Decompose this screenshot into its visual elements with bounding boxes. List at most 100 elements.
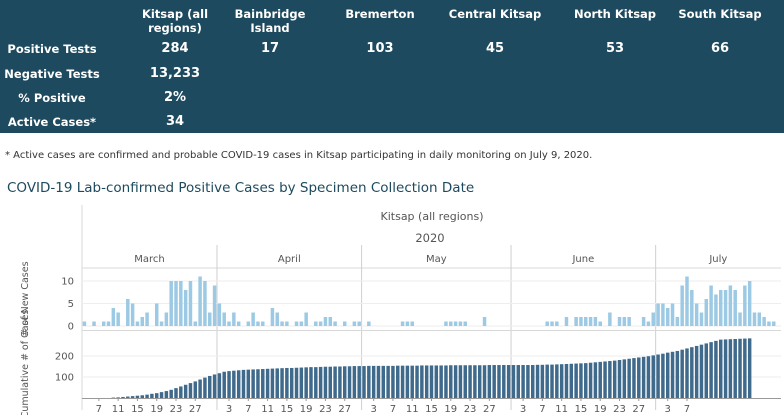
new-cases-bar bbox=[449, 321, 453, 326]
new-cases-bar bbox=[598, 321, 602, 326]
x-tick-label: 3 bbox=[520, 404, 526, 415]
new-cases-bar bbox=[285, 321, 289, 326]
cell-value: 17 bbox=[260, 41, 280, 56]
new-cases-bar bbox=[299, 321, 304, 326]
cumulative-bar bbox=[564, 363, 569, 398]
cumulative-bar bbox=[352, 366, 357, 398]
cumulative-bar bbox=[617, 359, 622, 398]
new-cases-bar bbox=[704, 299, 709, 326]
y-axis-label: Cumulative # of Cases bbox=[20, 310, 31, 415]
cumulative-bar bbox=[555, 364, 559, 398]
y-tick-label: 100 bbox=[55, 373, 74, 384]
new-cases-bar bbox=[106, 321, 111, 326]
new-cases-bar bbox=[217, 303, 222, 326]
x-tick-label: 15 bbox=[281, 404, 294, 415]
new-cases-bar bbox=[656, 303, 660, 326]
column-header: Kitsap (all regions) bbox=[141, 7, 209, 35]
new-cases-bar bbox=[690, 290, 694, 326]
y-axis-label: # of New Cases bbox=[20, 261, 31, 336]
cumulative-bar bbox=[299, 367, 304, 398]
x-tick-label: 23 bbox=[464, 404, 477, 415]
new-cases-bar bbox=[622, 317, 627, 326]
cumulative-bar bbox=[559, 364, 564, 398]
column-header: Bremerton bbox=[345, 7, 415, 21]
cumulative-bar bbox=[362, 366, 366, 398]
new-cases-bar bbox=[275, 312, 279, 326]
new-cases-bar bbox=[188, 281, 193, 326]
y-tick-label: 5 bbox=[68, 299, 74, 310]
new-cases-bar bbox=[627, 317, 631, 326]
cell-value: 66 bbox=[710, 41, 730, 56]
cumulative-bar bbox=[130, 396, 135, 398]
new-cases-bar bbox=[179, 281, 183, 326]
cumulative-bar bbox=[477, 365, 482, 398]
cumulative-bar bbox=[487, 365, 492, 398]
x-tick-label: 3 bbox=[665, 404, 671, 415]
cumulative-bar bbox=[622, 359, 627, 398]
x-tick-label: 7 bbox=[390, 404, 396, 415]
y-tick-label: 10 bbox=[61, 277, 74, 288]
cumulative-bar bbox=[719, 339, 723, 398]
cumulative-bar bbox=[588, 362, 593, 398]
cumulative-bar bbox=[333, 366, 337, 398]
cumulative-bar bbox=[289, 367, 294, 398]
new-cases-bar bbox=[203, 281, 207, 326]
new-cases-bar bbox=[227, 321, 231, 326]
cumulative-bar bbox=[627, 358, 631, 398]
x-tick-label: 11 bbox=[112, 404, 125, 415]
cumulative-bar bbox=[429, 365, 434, 398]
month-label: May bbox=[426, 254, 447, 265]
x-tick-label: 19 bbox=[300, 404, 313, 415]
cumulative-bar bbox=[641, 356, 646, 398]
new-cases-bar bbox=[140, 317, 144, 326]
cumulative-bar bbox=[357, 366, 361, 398]
cumulative-bar bbox=[159, 392, 164, 398]
new-cases-bar bbox=[728, 285, 733, 326]
cumulative-bar bbox=[569, 363, 574, 398]
y-tick-label: 200 bbox=[55, 352, 74, 363]
cumulative-bar bbox=[439, 365, 443, 398]
cumulative-bar bbox=[516, 365, 521, 398]
cumulative-bar bbox=[261, 369, 265, 398]
new-cases-bar bbox=[709, 285, 713, 326]
cumulative-bar bbox=[241, 369, 246, 398]
cumulative-bar bbox=[208, 375, 212, 398]
new-cases-bar bbox=[145, 312, 149, 326]
cumulative-bar bbox=[285, 367, 289, 398]
cumulative-bar bbox=[612, 360, 617, 398]
new-cases-bar bbox=[482, 317, 487, 326]
cumulative-bar bbox=[473, 365, 477, 398]
cell-value: 45 bbox=[485, 41, 505, 56]
new-cases-bar bbox=[651, 312, 655, 326]
new-cases-bar bbox=[555, 321, 559, 326]
x-tick-label: 15 bbox=[425, 404, 438, 415]
row-label: Positive Tests bbox=[7, 42, 97, 56]
new-cases-bar bbox=[294, 321, 299, 326]
cell-value: 284 bbox=[161, 41, 189, 56]
new-cases-bar bbox=[246, 321, 251, 326]
column-header: North Kitsap bbox=[573, 7, 657, 21]
cumulative-bar bbox=[400, 365, 405, 398]
new-cases-bar bbox=[579, 317, 583, 326]
cumulative-bar bbox=[728, 339, 733, 398]
cell-value: 103 bbox=[366, 41, 394, 56]
new-cases-bar bbox=[699, 312, 704, 326]
new-cases-bar bbox=[723, 290, 728, 326]
new-cases-bar bbox=[680, 285, 684, 326]
new-cases-bar bbox=[111, 308, 116, 326]
cumulative-bar bbox=[738, 338, 742, 398]
cumulative-bar bbox=[704, 343, 709, 398]
cumulative-bar bbox=[675, 350, 680, 398]
x-tick-label: 27 bbox=[483, 404, 496, 415]
cumulative-bar bbox=[521, 365, 525, 398]
cumulative-bar bbox=[685, 348, 689, 398]
x-tick-label: 3 bbox=[370, 404, 376, 415]
cell-value: 34 bbox=[165, 114, 185, 129]
cumulative-bar bbox=[222, 371, 226, 398]
new-cases-bar bbox=[410, 321, 414, 326]
new-cases-bar bbox=[646, 321, 651, 326]
x-tick-label: 3 bbox=[226, 404, 232, 415]
footnote: * Active cases are confirmed and probabl… bbox=[5, 150, 593, 161]
cumulative-bar bbox=[747, 338, 752, 398]
new-cases-bar bbox=[222, 312, 226, 326]
